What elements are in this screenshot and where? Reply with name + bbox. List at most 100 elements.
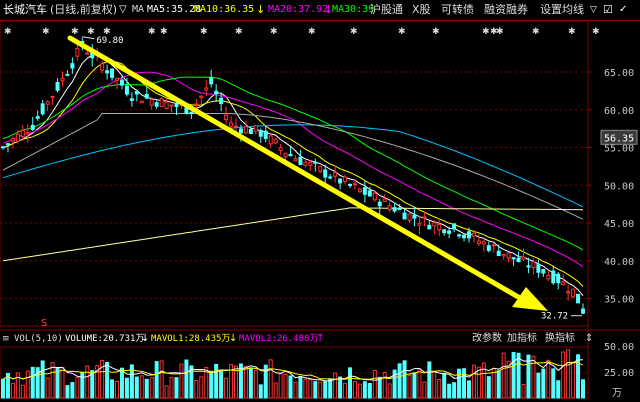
volume-bar bbox=[566, 349, 571, 399]
volume-bar bbox=[184, 359, 189, 399]
candle-body bbox=[466, 231, 471, 239]
ma30-value: MA30:39 bbox=[332, 4, 375, 15]
event-star-icon: ✱ bbox=[532, 27, 540, 37]
candle-body bbox=[372, 192, 377, 201]
candle-body bbox=[253, 125, 258, 132]
event-star-icon: ✱ bbox=[568, 27, 576, 37]
vol-label[interactable]: VOL(5,10) bbox=[14, 334, 63, 344]
volume-tick-label: 25.00 bbox=[604, 368, 634, 379]
candle-body bbox=[209, 77, 214, 85]
candle-body bbox=[30, 125, 35, 130]
volume-bar bbox=[229, 364, 234, 399]
checkbox-icon[interactable]: ☑ bbox=[603, 3, 613, 16]
volume-bar bbox=[25, 370, 30, 399]
volume-bar bbox=[258, 384, 263, 399]
candle-body bbox=[333, 172, 338, 177]
volume-bar bbox=[189, 365, 194, 399]
volume-bar bbox=[313, 381, 318, 399]
dropdown-icon[interactable]: ▽ bbox=[590, 5, 597, 15]
candle-body bbox=[124, 85, 129, 95]
candle-body bbox=[392, 207, 397, 212]
volume-bar bbox=[40, 360, 45, 399]
volume-bar bbox=[214, 363, 219, 399]
volume-bar bbox=[35, 367, 40, 399]
hk-connect-button[interactable]: 沪股通 bbox=[370, 3, 403, 16]
add-indicator-button[interactable]: 加指标 bbox=[507, 333, 537, 344]
volume-bar bbox=[551, 368, 556, 399]
volume-bar bbox=[348, 367, 353, 399]
candle-body bbox=[273, 138, 278, 144]
x-share-button[interactable]: X股 bbox=[412, 3, 431, 16]
period-label[interactable]: (日线,前复权) bbox=[50, 3, 118, 16]
candle-body bbox=[402, 212, 407, 220]
candle-body bbox=[303, 161, 308, 166]
volume-bar bbox=[521, 383, 526, 399]
ma60-line bbox=[2, 124, 584, 208]
candle-body bbox=[75, 48, 80, 57]
candle-body bbox=[149, 99, 154, 106]
candle-body bbox=[338, 178, 343, 184]
change-params-button[interactable]: 改参数 bbox=[472, 333, 502, 344]
mavol5-line bbox=[2, 357, 584, 382]
volume-bar bbox=[343, 382, 348, 399]
volume-bar bbox=[457, 368, 462, 399]
volume-bar bbox=[531, 355, 536, 399]
volume-bar bbox=[481, 362, 486, 399]
event-star-icon: ✱ bbox=[87, 27, 95, 37]
candle-body bbox=[204, 87, 209, 91]
volume-ma-lines bbox=[2, 357, 584, 382]
candle-body bbox=[422, 216, 427, 219]
volume-bar bbox=[462, 368, 467, 399]
price-tick-label: 35.00 bbox=[604, 295, 634, 306]
convertible-bond-button[interactable]: 可转债 bbox=[441, 3, 474, 16]
vol-expand-icon[interactable]: ≡ bbox=[2, 334, 10, 344]
volume-bar bbox=[233, 365, 238, 399]
volume-bar bbox=[561, 351, 566, 399]
candle-body bbox=[427, 224, 432, 230]
volume-bar bbox=[387, 383, 392, 399]
volume-bar bbox=[95, 365, 100, 399]
event-star-icon: ✱ bbox=[200, 27, 208, 37]
event-star-icon: ✱ bbox=[350, 27, 358, 37]
candle-body bbox=[50, 95, 55, 98]
volume-bar bbox=[253, 369, 258, 399]
volume-bar bbox=[576, 354, 581, 399]
volume-bar bbox=[154, 361, 159, 399]
ma-toggle[interactable]: MA bbox=[132, 4, 145, 15]
volume-bar bbox=[85, 365, 90, 399]
candle-body bbox=[536, 264, 541, 273]
margin-trading-button[interactable]: 融资融券 bbox=[484, 3, 528, 16]
volume-bar bbox=[471, 364, 476, 399]
trend-arrow bbox=[67, 35, 548, 311]
volume-bar bbox=[357, 383, 362, 399]
volume-bar bbox=[100, 359, 105, 399]
volume-bar bbox=[70, 382, 75, 399]
candle-body bbox=[189, 111, 194, 115]
event-star-icon: ✱ bbox=[4, 27, 12, 37]
volume-bar bbox=[506, 360, 511, 399]
event-star-icon: ✱ bbox=[160, 27, 168, 37]
high-pointer bbox=[82, 36, 95, 40]
volume-bar bbox=[308, 379, 313, 399]
volume-bar bbox=[119, 367, 124, 399]
candlesticks bbox=[1, 37, 585, 315]
ma5-value: MA5:35.28 bbox=[147, 4, 202, 15]
arrow-up-down-icon[interactable]: ⇕ bbox=[585, 333, 594, 344]
volume-bar bbox=[397, 363, 402, 399]
dropdown-icon[interactable]: ▽ bbox=[119, 4, 127, 15]
volume-bar bbox=[412, 372, 417, 399]
ma20-value: MA20:37.92 bbox=[268, 4, 329, 15]
volume-bar bbox=[45, 377, 50, 399]
volume-bar bbox=[288, 375, 293, 399]
volume-bar bbox=[149, 377, 154, 399]
check-icon[interactable]: ✓ bbox=[619, 4, 628, 15]
event-star-icon: ✱ bbox=[270, 27, 278, 37]
price-tick-label: 45.00 bbox=[604, 219, 634, 230]
settings-ma-button[interactable]: 设置均线 bbox=[540, 3, 584, 16]
candle-body bbox=[169, 104, 174, 107]
volume-bar bbox=[372, 369, 377, 399]
switch-indicator-button[interactable]: 换指标 bbox=[545, 333, 575, 344]
candle-body bbox=[308, 161, 313, 166]
stock-name[interactable]: 长城汽车 bbox=[3, 3, 47, 16]
